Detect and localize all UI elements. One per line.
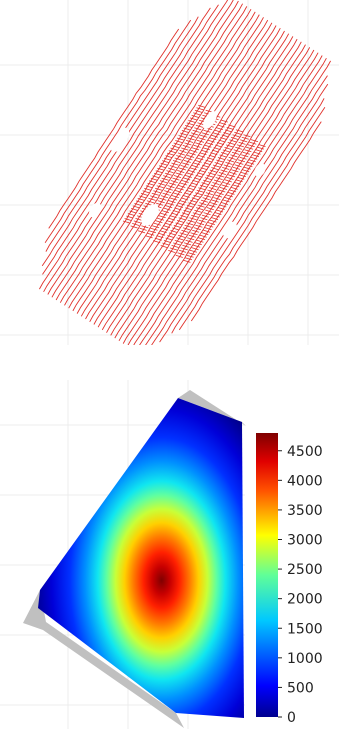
colorbar-tick-label: 500 [287,680,314,696]
colorbar-tick-label: 0 [287,710,296,726]
flight-track-lines [39,0,331,345]
colorbar [256,433,278,717]
no-data-region-top [178,390,246,426]
track-grid [0,0,339,345]
colorbar-tick-label: 3500 [287,503,323,519]
track-gap [110,127,130,153]
track-gap [222,221,238,239]
colorbar-tick-label: 1000 [287,651,323,667]
track-gap [88,202,102,218]
track-gap [254,163,266,177]
colorbar-tick-label: 2000 [287,592,323,608]
no-data-region-left [23,590,184,728]
flight-track-plot [0,0,339,345]
heatmap-plot: 0 500 1000 1500 2000 2500 3000 3500 4000 4500 [0,380,339,729]
heatmap-surface [38,398,244,718]
colorbar-ticks: 0 500 1000 1500 2000 2500 3000 3500 4000 4500 [278,444,323,726]
flight-track-svg [0,0,339,345]
track-gap [141,204,159,226]
heatmap-svg: 0 500 1000 1500 2000 2500 3000 3500 4000 4500 [0,380,323,729]
colorbar-tick-label: 1500 [287,621,323,637]
colorbar-tick-label: 3000 [287,533,323,549]
flight-lines-path [39,0,331,345]
colorbar-tick-label: 4500 [287,444,323,460]
dense-survey-block [122,104,266,263]
colorbar-tick-label: 4000 [287,473,323,489]
colorbar-tick-label: 2500 [287,562,323,578]
track-gap [203,111,217,129]
